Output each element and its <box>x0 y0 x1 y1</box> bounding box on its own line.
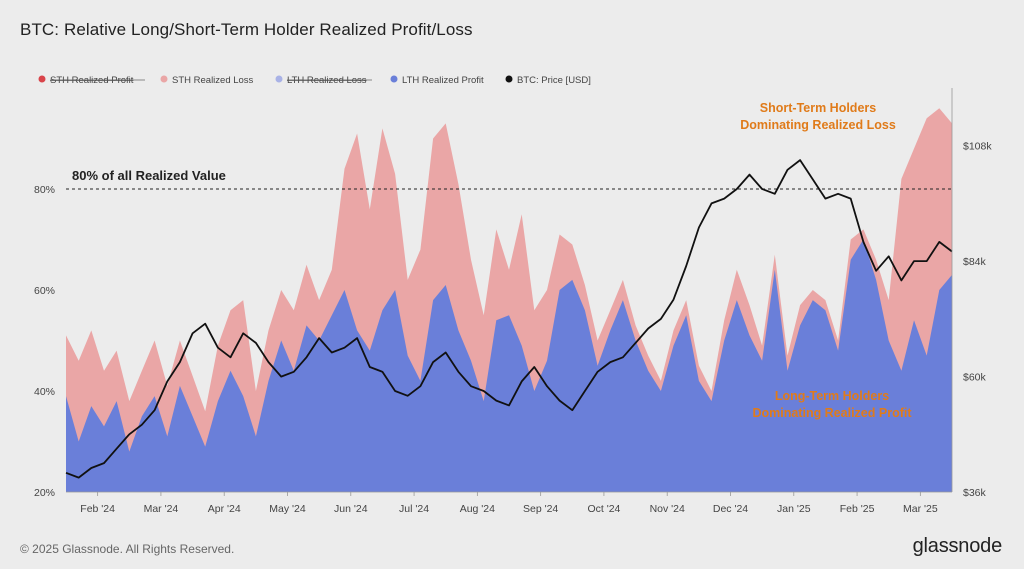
y-axis-left: 20% 40% 60% 80% <box>34 184 55 499</box>
y-axis-right: $36k $60k $84k $108k <box>951 88 992 499</box>
reference-line-group: 80% of all Realized Value <box>66 168 952 190</box>
legend-marker-1 <box>160 75 168 83</box>
x-tick-label-13: Mar '25 <box>903 503 938 515</box>
annotations: Short-Term Holders Dominating Realized Lo… <box>740 101 912 420</box>
legend: STH Realized Profit STH Realized Loss LTH … <box>38 75 591 86</box>
x-tick-label-6: Aug '24 <box>460 503 495 515</box>
btc-price-line <box>65 159 953 479</box>
annotation-sth-line-1: Dominating Realized Loss <box>740 118 896 132</box>
plot-areas <box>66 108 952 492</box>
legend-marker-2 <box>275 75 283 83</box>
legend-marker-0 <box>38 75 46 83</box>
annotation-lth-line-0: Long-Term Holders <box>775 389 889 403</box>
annotation-sth-line-0: Short-Term Holders <box>760 101 876 115</box>
x-axis: Feb '24 Mar '24 Apr '24 May '24 Jun '24 Jul '… <box>66 491 952 515</box>
x-tick-label-0: Feb '24 <box>80 503 115 515</box>
y-right-tick-2: $84k <box>963 256 987 268</box>
x-tick-label-12: Feb '25 <box>840 503 875 515</box>
y-right-tick-1: $60k <box>963 372 987 384</box>
annotation-sth-loss: Short-Term Holders Dominating Realized Lo… <box>740 101 896 132</box>
lth-realized-profit-area <box>66 239 952 492</box>
y-right-tick-3: $108k <box>963 141 992 153</box>
legend-label-2: LTH Realized Loss <box>287 75 367 86</box>
y-left-tick-2: 60% <box>34 285 55 297</box>
x-tick-label-8: Oct '24 <box>587 503 620 515</box>
legend-marker-4 <box>505 75 513 83</box>
legend-label-1: STH Realized Loss <box>172 75 254 86</box>
x-tick-label-7: Sep '24 <box>523 503 558 515</box>
glassnode-logo: glassnode <box>912 535 1003 557</box>
legend-label-0: STH Realized Profit <box>50 75 134 86</box>
x-tick-label-1: Mar '24 <box>144 503 179 515</box>
legend-marker-3 <box>390 75 398 83</box>
annotation-lth-line-1: Dominating Realized Profit <box>752 406 912 420</box>
x-tick-label-5: Jul '24 <box>399 503 429 515</box>
x-tick-label-3: May '24 <box>269 503 306 515</box>
x-tick-label-11: Jan '25 <box>777 503 811 515</box>
annotation-lth-profit: Long-Term Holders Dominating Realized Pro… <box>752 389 912 420</box>
y-left-tick-1: 40% <box>34 386 55 398</box>
price-line-group <box>65 159 953 479</box>
reference-line-label: 80% of all Realized Value <box>72 168 226 183</box>
legend-label-4: BTC: Price [USD] <box>517 75 591 86</box>
chart-title: BTC: Relative Long/Short-Term Holder Rea… <box>20 20 473 39</box>
x-tick-label-4: Jun '24 <box>334 503 368 515</box>
y-left-tick-3: 80% <box>34 184 55 196</box>
copyright-footer: © 2025 Glassnode. All Rights Reserved. <box>20 542 235 556</box>
legend-label-3: LTH Realized Profit <box>402 75 484 86</box>
y-right-tick-0: $36k <box>963 487 987 499</box>
y-left-tick-0: 20% <box>34 487 55 499</box>
x-tick-label-9: Nov '24 <box>650 503 685 515</box>
x-tick-label-2: Apr '24 <box>208 503 241 515</box>
x-tick-label-10: Dec '24 <box>713 503 748 515</box>
